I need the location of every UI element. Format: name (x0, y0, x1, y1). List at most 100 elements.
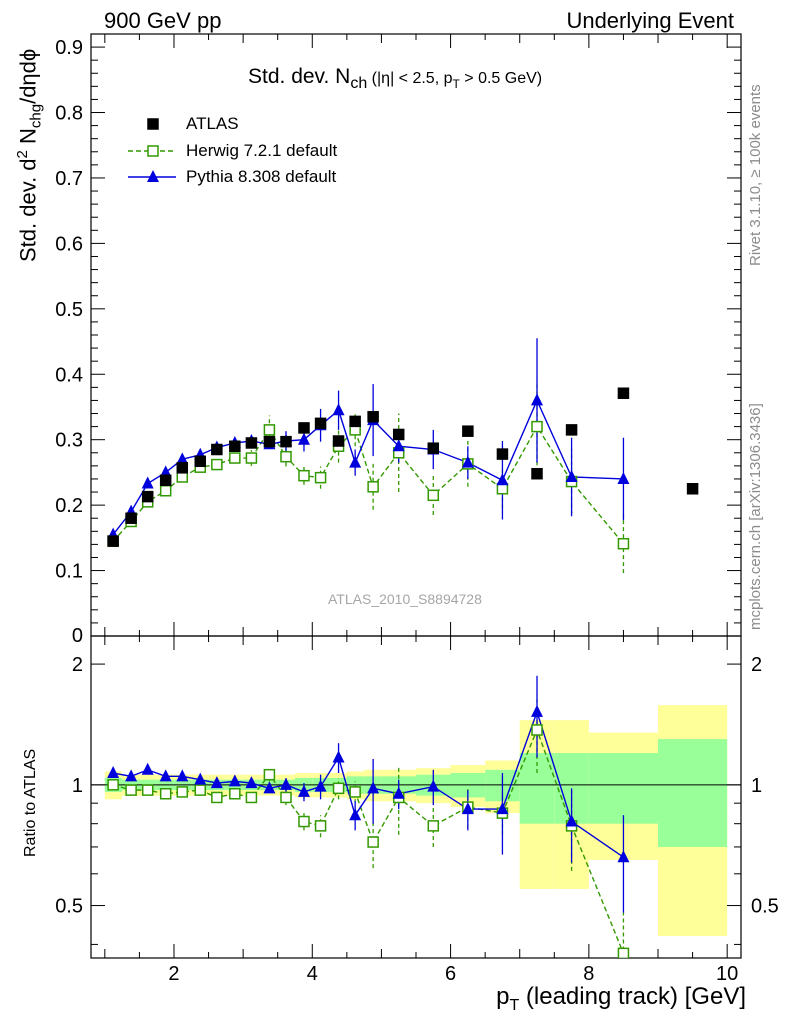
x-tick-label: 4 (307, 963, 318, 985)
ratio-pythia-point (617, 850, 630, 863)
atlas-point (531, 467, 543, 480)
herwig-point (280, 450, 292, 463)
pythia-point (461, 455, 474, 468)
x-tick-label: 2 (168, 963, 179, 985)
atlas-point (107, 535, 119, 547)
y-tick-label: 0.6 (55, 233, 83, 255)
atlas-point (367, 411, 379, 423)
herwig-point (496, 483, 509, 495)
atlas-point (245, 437, 258, 449)
ratio-pythia-point (228, 774, 241, 787)
ratio-herwig-point (367, 836, 379, 848)
ratio-pythia-point (349, 808, 362, 821)
ratio-pythia-point (314, 779, 327, 792)
atlas-point (565, 424, 578, 436)
ratio-herwig-point (314, 820, 327, 832)
y-tick-label: 0.2 (55, 495, 83, 517)
atlas-point (686, 483, 699, 495)
ratio-herwig-point (427, 820, 440, 832)
ratio-herwig-point (194, 784, 207, 796)
herwig-point (245, 452, 258, 464)
legend-marker-atlas (147, 118, 159, 130)
x-tick-label: 8 (583, 963, 594, 985)
herwig-point (531, 420, 543, 433)
ratio-pythia-point (531, 704, 544, 717)
herwig-point (427, 489, 440, 502)
ratio-herwig-point (176, 786, 189, 798)
atlas-point (349, 415, 361, 428)
plot-title: Std. dev. Nch (|η| < 2.5, pT > 0.5 GeV) (248, 65, 543, 93)
atlas-point (211, 443, 223, 456)
y-tick-label: 0.7 (55, 168, 83, 190)
ratio-herwig-point (159, 788, 172, 800)
pythia-point (332, 403, 345, 416)
y-tick-label: 0.5 (55, 299, 83, 321)
ratio-pythia-point (141, 762, 154, 775)
pythia-point (297, 432, 310, 445)
y-tick-label: 0 (72, 625, 83, 647)
pythia-point (392, 439, 405, 452)
ratio-pythia-point (107, 766, 120, 779)
herwig-point (298, 469, 310, 482)
legend-label-pythia: Pythia 8.308 default (186, 167, 337, 186)
y-tick-label: 0.9 (55, 37, 83, 59)
ratio-herwig-point (298, 815, 310, 828)
ratio-pythia-point (427, 779, 440, 792)
herwig-point (229, 452, 241, 464)
atlas-point (392, 428, 405, 441)
atlas-point (159, 474, 172, 487)
pythia-point (496, 473, 509, 486)
atlas-point (298, 422, 310, 434)
x-axis-title: pT (leading track) [GeV] (496, 983, 746, 1014)
y-tick-label: 0.1 (55, 561, 83, 583)
ratio-y-tick-label-right: 1 (751, 775, 762, 797)
ratio-herwig-point (332, 782, 345, 795)
pythia-point (531, 393, 544, 406)
ratio-pythia-point (367, 781, 380, 794)
atlas-point (229, 440, 241, 452)
ratio-herwig-point (229, 788, 241, 800)
ratio-band-inner (588, 753, 659, 824)
herwig-point (367, 481, 379, 493)
ratio-y-tick-label: 2 (72, 654, 83, 676)
ratio-herwig-point (280, 791, 292, 804)
atlas-point (427, 442, 440, 454)
ratio-pythia-point (245, 776, 258, 789)
herwig-point (211, 458, 223, 471)
atlas-point (176, 462, 189, 474)
atlas-point (314, 417, 327, 430)
ratio-pythia-point (125, 769, 138, 782)
ratio-herwig-point (245, 791, 258, 804)
atlas-point (617, 387, 630, 399)
x-tick-label: 10 (716, 963, 738, 985)
y-tick-label: 0.4 (55, 364, 83, 386)
pythia-point (349, 455, 362, 468)
legend-marker-pythia (147, 170, 159, 182)
ratio-herwig-point (211, 791, 223, 804)
ratio-pythia-point (159, 769, 172, 782)
header-left: 900 GeV pp (104, 8, 222, 33)
herwig-point (617, 537, 630, 550)
atlas-point (496, 448, 509, 460)
ratio-herwig-point (125, 784, 137, 796)
pythia-point (176, 452, 189, 465)
legend-label-atlas: ATLAS (186, 114, 239, 133)
ratio-pythia-point (565, 814, 578, 827)
pythia-point (565, 469, 578, 482)
atlas-point (194, 455, 207, 468)
ratio-herwig-point (617, 947, 630, 958)
y-tick-label: 0.8 (55, 103, 83, 125)
atlas-point (462, 425, 474, 437)
ratio-pythia-point (210, 776, 223, 789)
ratio-band-inner (658, 739, 728, 847)
ratio-pythia-point (332, 750, 345, 763)
ratio-herwig-point (107, 779, 119, 791)
ratio-pythia-point (496, 802, 509, 815)
y-tick-label: 0.3 (55, 430, 83, 452)
ratio-pythia-point (297, 784, 310, 797)
pythia-point (617, 471, 630, 484)
ratio-pythia-point (392, 786, 405, 799)
x-tick-label: 6 (445, 963, 456, 985)
atlas-point (141, 490, 154, 503)
